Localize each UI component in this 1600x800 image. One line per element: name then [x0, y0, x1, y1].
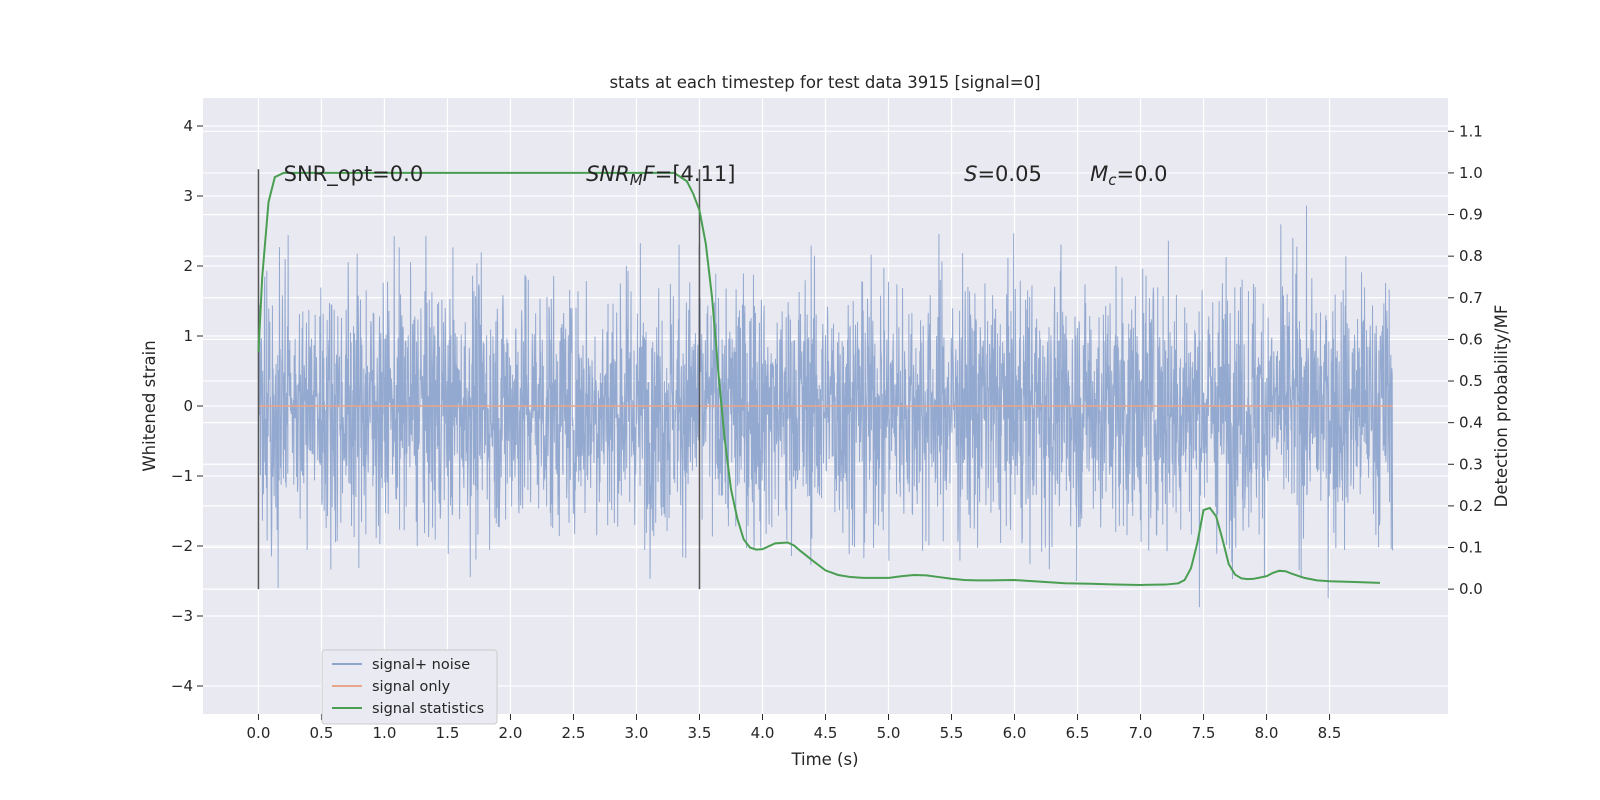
x-tick-label: 1.0 [373, 724, 397, 742]
legend-box [321, 649, 498, 725]
legend: signal+ noise signal only signal statistic… [321, 649, 498, 725]
y2-tick-label: 0.5 [1459, 372, 1483, 390]
annotation-snr_opt: SNR_opt=0.0 [284, 162, 424, 187]
x-tick-label: 0.5 [310, 724, 334, 742]
y-tick-label: −3 [171, 607, 193, 625]
x-tick-label: 8.0 [1255, 724, 1279, 742]
legend-label: signal only [372, 679, 451, 695]
y-axis-ticks: 4 3 2 1 0 −1 −2 −3 −4 [171, 117, 203, 695]
y2-tick-label: 0.8 [1459, 247, 1483, 265]
y2-axis-ticks: 1.1 1.0 0.9 0.8 0.7 0.6 0.5 0.4 0.3 0.2 0.1 0.0 [1448, 122, 1483, 598]
y2-tick-label: 0.4 [1459, 414, 1483, 432]
y2-tick-label: 0.3 [1459, 455, 1483, 473]
y-axis-label: Whitened strain [140, 340, 159, 471]
annotations: SNR_opt=0.0 SNRMF=[4.11] S=0.05 Mc=0.0 [284, 162, 1168, 189]
y-tick-label: 2 [183, 257, 193, 275]
x-axis-label: Time (s) [790, 750, 858, 769]
y-tick-label: −2 [171, 537, 193, 555]
x-tick-label: 7.5 [1192, 724, 1216, 742]
y2-axis-label: Detection probability/MF [1492, 305, 1511, 508]
x-tick-label: 2.5 [562, 724, 586, 742]
y2-tick-label: 0.2 [1459, 497, 1483, 515]
signal-statistics-line [257, 171, 1380, 586]
annotation-s_value: S=0.05 [964, 162, 1042, 186]
y-tick-label: −1 [171, 467, 193, 485]
y2-tick-label: 0.7 [1459, 289, 1483, 307]
x-tick-label: 5.5 [940, 724, 964, 742]
x-tick-label: 8.5 [1318, 724, 1342, 742]
annotation-mc_value: Mc=0.0 [1090, 162, 1167, 189]
y-tick-label: 3 [183, 187, 193, 205]
x-tick-label: 0.0 [247, 724, 271, 742]
x-tick-label: 2.0 [499, 724, 523, 742]
x-tick-label: 3.5 [688, 724, 712, 742]
x-tick-label: 7.0 [1129, 724, 1153, 742]
y-tick-label: 1 [183, 327, 193, 345]
x-axis-ticks: 0.0 0.5 1.0 1.5 2.0 2.5 3.0 3.5 4.0 4.5 5.0 5.5 6.0 6… [247, 714, 1342, 742]
vertical-markers [257, 169, 701, 590]
y2-tick-label: 0.0 [1459, 580, 1483, 598]
y-tick-label: 0 [183, 397, 193, 415]
y-tick-label: 4 [183, 117, 193, 135]
x-tick-label: 4.0 [751, 724, 775, 742]
y2-tick-label: 0.9 [1459, 206, 1483, 224]
chart-title: stats at each timestep for test data 391… [609, 73, 1040, 92]
x-tick-label: 6.5 [1066, 724, 1090, 742]
x-tick-label: 5.0 [877, 724, 901, 742]
y-tick-label: −4 [171, 677, 193, 695]
annotation-snr_mf: SNRMF=[4.11] [586, 162, 735, 189]
legend-label: signal+ noise [372, 657, 470, 673]
noise-trace [257, 205, 1394, 608]
y2-tick-label: 1.0 [1459, 164, 1483, 182]
x-tick-label: 4.5 [814, 724, 838, 742]
x-tick-label: 6.0 [1003, 724, 1027, 742]
series-signal-plus-noise [257, 205, 1394, 608]
y2-tick-label: 0.1 [1459, 539, 1483, 557]
legend-label: signal statistics [372, 701, 484, 717]
x-tick-label: 3.0 [625, 724, 649, 742]
y2-tick-label: 0.6 [1459, 330, 1483, 348]
y2-tick-label: 1.1 [1459, 122, 1483, 140]
series-signal-statistics [257, 171, 1380, 586]
x-tick-label: 1.5 [436, 724, 460, 742]
